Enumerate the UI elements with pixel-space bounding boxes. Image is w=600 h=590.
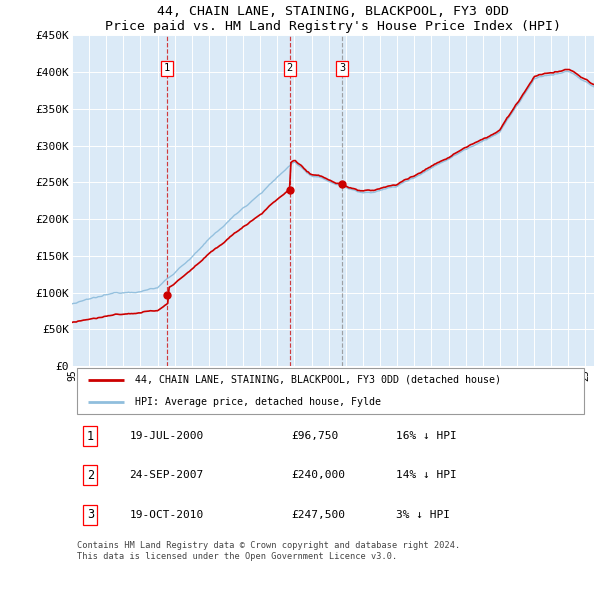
Text: 1: 1 <box>87 430 94 442</box>
Text: 14% ↓ HPI: 14% ↓ HPI <box>395 470 457 480</box>
Text: 2: 2 <box>87 469 94 482</box>
Text: Contains HM Land Registry data © Crown copyright and database right 2024.
This d: Contains HM Land Registry data © Crown c… <box>77 541 460 560</box>
Text: 24-SEP-2007: 24-SEP-2007 <box>130 470 203 480</box>
Text: 19-OCT-2010: 19-OCT-2010 <box>130 510 203 520</box>
Text: 44, CHAIN LANE, STAINING, BLACKPOOL, FY3 0DD (detached house): 44, CHAIN LANE, STAINING, BLACKPOOL, FY3… <box>134 375 500 385</box>
Text: 2: 2 <box>287 64 293 74</box>
Text: 3% ↓ HPI: 3% ↓ HPI <box>395 510 449 520</box>
Text: 3: 3 <box>339 64 346 74</box>
Text: 1: 1 <box>164 64 170 74</box>
Title: 44, CHAIN LANE, STAINING, BLACKPOOL, FY3 0DD
Price paid vs. HM Land Registry's H: 44, CHAIN LANE, STAINING, BLACKPOOL, FY3… <box>105 5 561 33</box>
Text: 16% ↓ HPI: 16% ↓ HPI <box>395 431 457 441</box>
FancyBboxPatch shape <box>77 368 584 414</box>
Text: 19-JUL-2000: 19-JUL-2000 <box>130 431 203 441</box>
Text: HPI: Average price, detached house, Fylde: HPI: Average price, detached house, Fyld… <box>134 398 380 408</box>
Text: £96,750: £96,750 <box>291 431 338 441</box>
Text: 3: 3 <box>87 508 94 521</box>
Text: £247,500: £247,500 <box>291 510 345 520</box>
Text: £240,000: £240,000 <box>291 470 345 480</box>
